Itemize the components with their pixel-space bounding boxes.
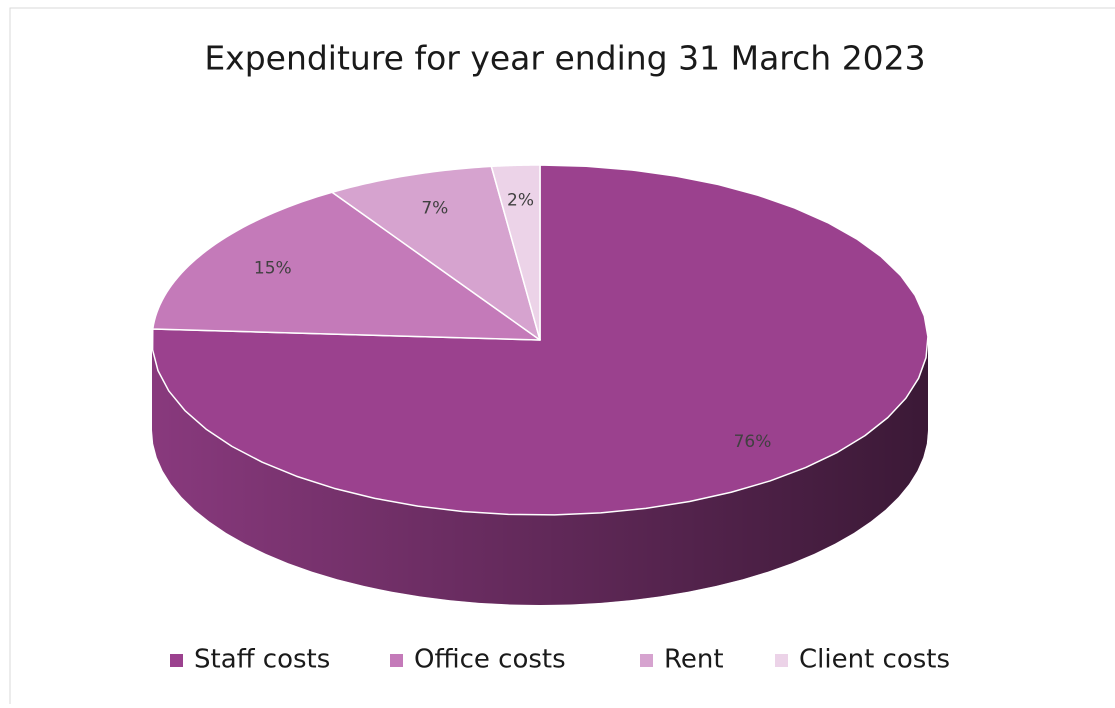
legend-label: Staff costs: [194, 645, 330, 675]
legend-swatch: [390, 654, 403, 667]
data-label: 15%: [254, 259, 292, 279]
legend-label: Client costs: [799, 645, 950, 675]
data-label: 7%: [421, 198, 448, 218]
chart-title: Expenditure for year ending 31 March 202…: [204, 39, 925, 78]
legend-swatch: [170, 654, 183, 667]
legend-swatch: [640, 654, 653, 667]
pie-slice: [490, 164, 541, 341]
pie-slice: [331, 165, 541, 341]
pie-side-shade: [152, 340, 928, 605]
legend-label: Rent: [664, 645, 724, 675]
legend-swatch: [775, 654, 788, 667]
data-label: 2%: [507, 190, 534, 210]
legend-label: Office costs: [414, 645, 566, 675]
pie-slice: [152, 191, 541, 341]
data-label: 76%: [734, 432, 772, 452]
